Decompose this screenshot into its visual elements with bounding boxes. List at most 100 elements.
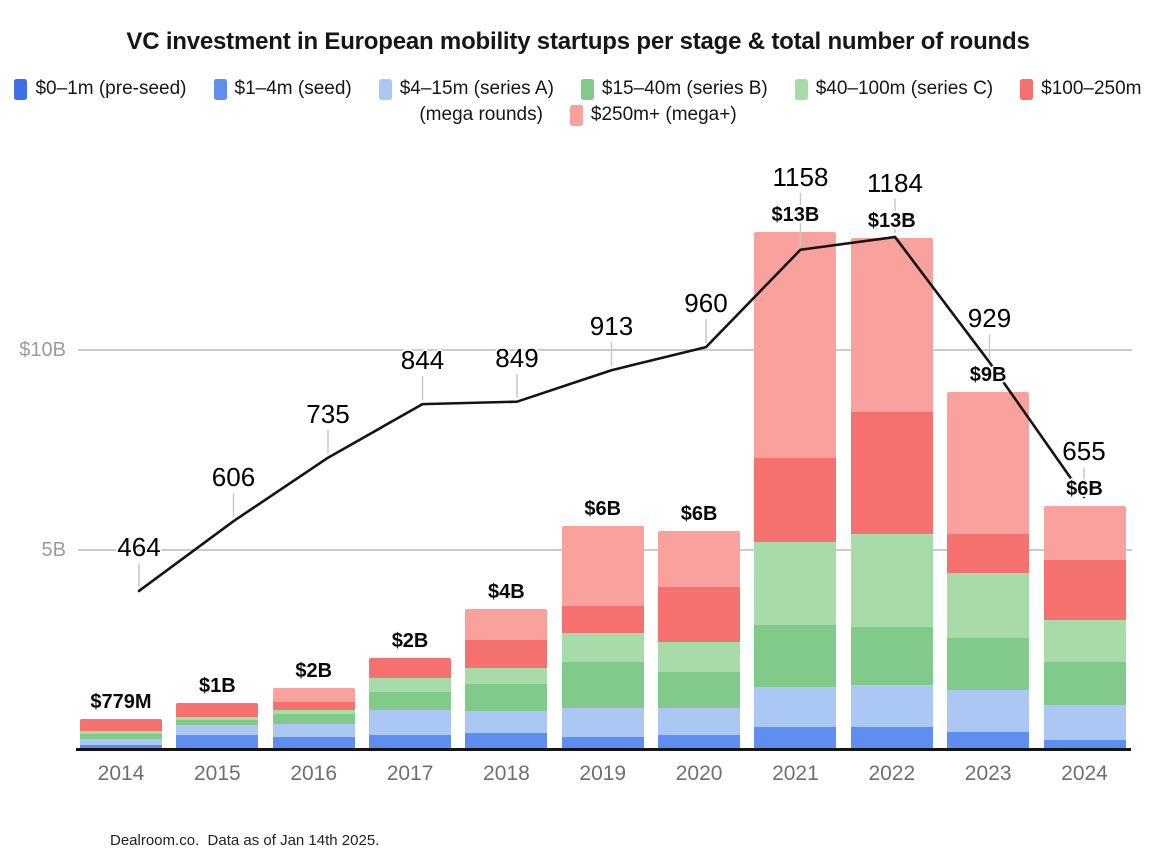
bar-total-label: $2B <box>295 660 333 683</box>
chart-title: VC investment in European mobility start… <box>126 28 1030 55</box>
bar-segment <box>369 734 452 748</box>
bar-segment <box>272 723 355 737</box>
rounds-count-label: 464 <box>117 531 161 562</box>
y-axis-tick-label: 5B <box>41 539 66 561</box>
bar-segment <box>272 736 355 748</box>
legend-label: $1–4m (seed) <box>234 78 352 99</box>
bar-segment <box>850 533 933 627</box>
bar-2022 <box>850 237 933 750</box>
rounds-count-label: 655 <box>1062 436 1106 467</box>
legend-label: $4–15m (series A) <box>399 78 554 99</box>
legend-item: $100–250m <box>1020 78 1142 100</box>
bar-segment <box>465 732 548 748</box>
x-axis-tick-label: 2015 <box>193 762 241 785</box>
legend-item: $40–100m (series C) <box>794 78 994 100</box>
bar-segment <box>1043 739 1126 748</box>
bar-total-label: $9B <box>969 363 1007 386</box>
legend-label: $250m+ (mega+) <box>590 104 737 125</box>
bar-total-label: $13B <box>771 203 820 226</box>
legend-row: (mega rounds) $250m+ (mega+) <box>0 104 1156 126</box>
rounds-count-label: 960 <box>684 288 728 319</box>
legend-item: $1–4m (seed) <box>213 78 352 100</box>
bar-segment <box>369 691 452 710</box>
bar-segment <box>80 738 162 745</box>
bar-2014 <box>80 718 162 750</box>
bar-segment <box>465 683 548 711</box>
bar-segment <box>80 744 162 749</box>
bar-segment <box>80 734 162 739</box>
legend-swatch-series_c <box>794 78 808 100</box>
bar-segment <box>850 726 933 748</box>
rounds-count-label: 1184 <box>867 167 923 198</box>
bar-segment <box>176 716 259 720</box>
bar-2017 <box>369 658 452 750</box>
bar-2020 <box>658 531 741 750</box>
legend-swatch-series_a <box>378 78 392 100</box>
x-axis-tick-label: 2016 <box>290 762 338 785</box>
bar-2016 <box>272 688 355 750</box>
bar-segment <box>561 662 644 708</box>
bar-total-label: $6B <box>1066 478 1103 501</box>
source-note: Dealroom.co. Data as of Jan 14th 2025. <box>110 832 380 849</box>
legend-label: $100–250m <box>1041 78 1142 99</box>
rounds-count-label: 735 <box>306 398 350 429</box>
y-axis-tick-label: $10B <box>19 339 66 361</box>
bar-segment <box>465 710 548 733</box>
x-axis-tick-label: 2020 <box>675 762 723 785</box>
bar-segment <box>947 689 1030 732</box>
bar-total-label: $2B <box>391 630 429 653</box>
legend-item: (mega rounds) <box>419 104 543 126</box>
rounds-count-label: 1158 <box>772 161 829 192</box>
bar-segment <box>80 718 162 731</box>
bar-segment <box>754 686 837 727</box>
bar-segment <box>850 684 933 727</box>
x-axis-tick-label: 2018 <box>483 762 530 785</box>
bar-segment <box>658 531 741 588</box>
bar-segment <box>369 709 452 735</box>
bar-segment <box>754 231 837 458</box>
bar-segment <box>850 237 933 412</box>
x-axis-tick-label: 2024 <box>1061 762 1108 785</box>
legend-swatch-seed <box>213 78 227 100</box>
legend-label: $40–100m (series C) <box>815 78 994 99</box>
bar-segment <box>658 642 741 673</box>
bar-segment <box>272 713 355 724</box>
bar-segment <box>850 626 933 685</box>
bar-segment <box>658 672 741 708</box>
bar-segment <box>272 709 355 714</box>
bar-segment <box>561 633 644 663</box>
bar-segment <box>1043 559 1126 620</box>
legend-item: $4–15m (series A) <box>378 78 554 100</box>
bar-segment <box>176 720 259 725</box>
bar-segment <box>1043 704 1126 740</box>
bar-segment <box>176 734 259 748</box>
bar-total-label: $13B <box>867 209 916 232</box>
rounds-count-label: 849 <box>495 342 539 373</box>
rounds-count-label: 913 <box>589 311 634 342</box>
x-axis-tick-label: 2019 <box>579 762 627 785</box>
bar-segment <box>1043 506 1126 560</box>
bar-segment <box>176 702 259 717</box>
x-axis-line <box>76 748 1131 751</box>
legend-swatch-mega_plus <box>569 104 583 126</box>
legend-swatch-series_b <box>580 78 594 100</box>
bar-segment <box>754 624 837 687</box>
bar-segment <box>947 572 1030 638</box>
bar-segment <box>561 736 644 748</box>
x-axis-tick-label: 2017 <box>386 762 434 785</box>
bar-2024 <box>1043 506 1126 750</box>
bar-segment <box>947 533 1030 573</box>
bar-2015 <box>176 702 259 750</box>
bar-2018 <box>465 609 548 750</box>
rounds-count-label: 844 <box>400 345 445 376</box>
legend-swatch-mega <box>1020 78 1034 100</box>
bar-segment <box>658 707 741 735</box>
legend: $0–1m (pre-seed) $1–4m (seed) $4–15m (seri… <box>0 78 1156 130</box>
bar-segment <box>80 730 162 734</box>
rounds-count-label: 929 <box>967 303 1012 334</box>
bar-segment <box>658 587 741 643</box>
bar-segment <box>176 724 259 735</box>
bar-segment <box>850 411 933 534</box>
legend-label: $15–40m (series B) <box>601 78 768 99</box>
x-axis-tick-label: 2014 <box>97 762 145 785</box>
